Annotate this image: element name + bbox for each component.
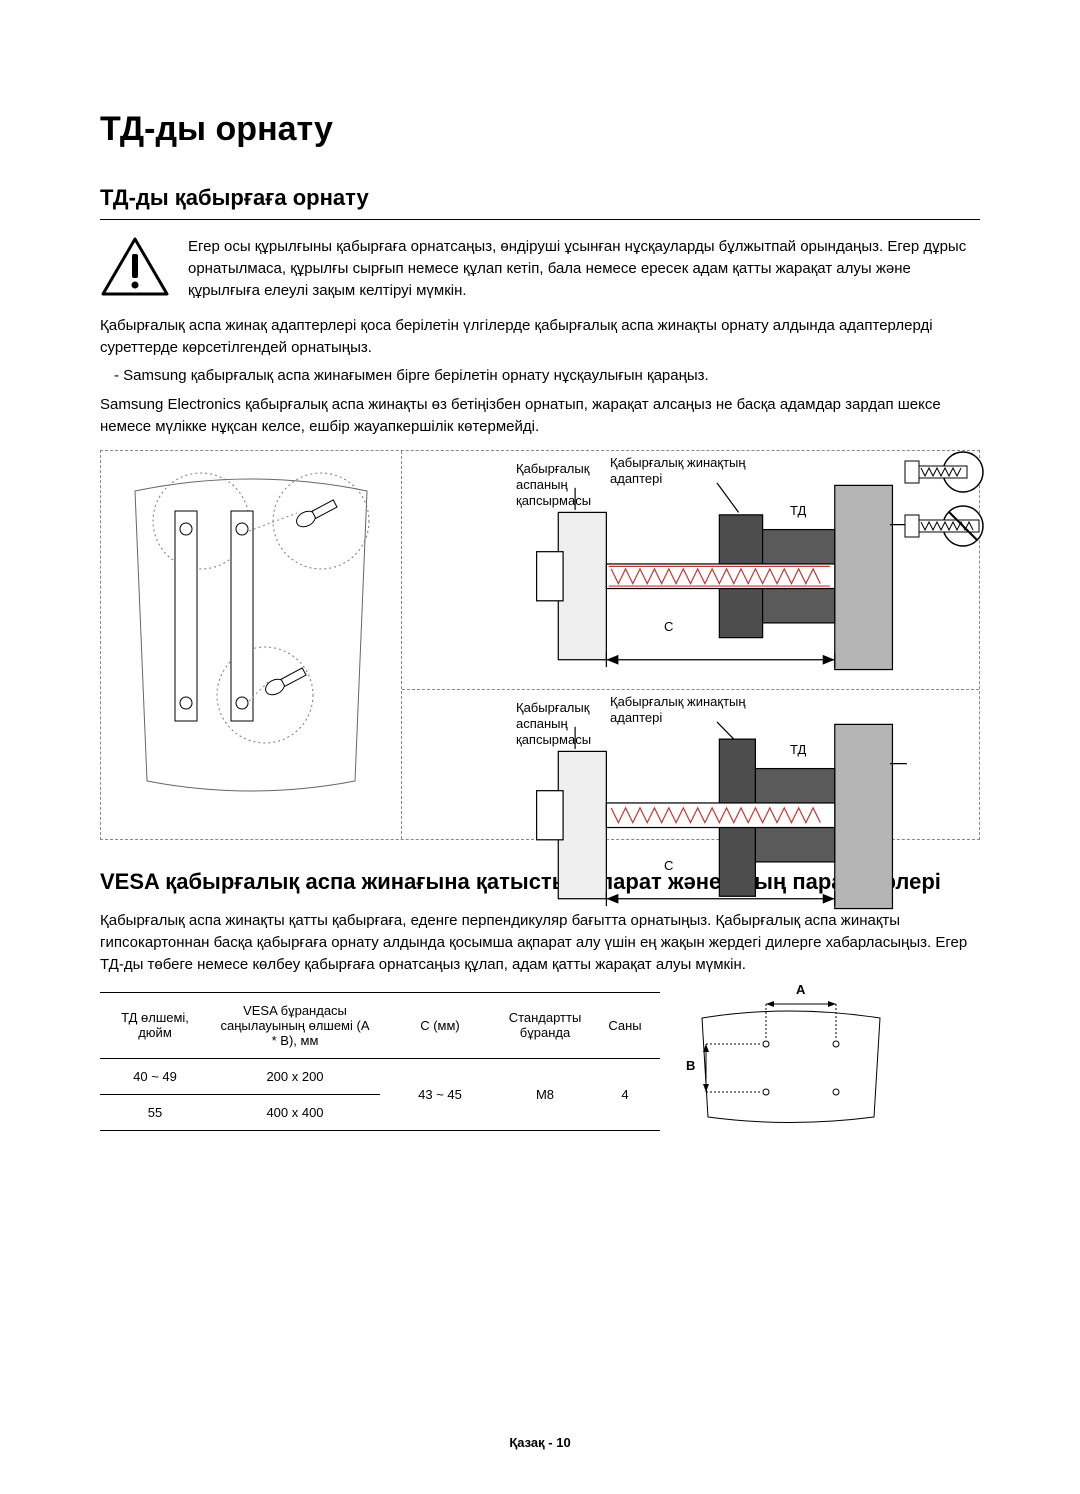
screw-ok-badges: [899, 449, 985, 549]
th-size: ТД өлшемі, дюйм: [100, 992, 210, 1058]
table-row: 200 x 200: [210, 1058, 380, 1094]
th-qty: Саны: [590, 992, 660, 1058]
diagram-cross-section-top: Қабырғалық аспаның қапсырмасы Қабырғалық…: [402, 451, 979, 690]
label-c-bot: C: [664, 858, 673, 874]
label-c-top: C: [664, 619, 673, 635]
page-title: ТД-ды орнату: [100, 110, 980, 149]
label-bracket-bot: Қабырғалық аспаның қапсырмасы: [516, 700, 606, 749]
label-tv-bot: ТД: [790, 742, 806, 758]
bullet-samsung-guide: Samsung қабырғалық аспа жинағымен бірге …: [100, 365, 980, 387]
paragraph-adapters: Қабырғалық аспа жинақ адаптерлері қоса б…: [100, 315, 980, 359]
th-vesa: VESA бұрандасы саңылауының өлшемі (A * B…: [210, 992, 380, 1058]
warning-text: Егер осы құрылғыны қабырғаға орнатсаңыз,…: [188, 236, 980, 303]
label-adapter-bot: Қабырғалық жинақтың адаптері: [610, 694, 750, 727]
table-row: 43 ~ 45: [380, 1058, 500, 1130]
table-row: 400 x 400: [210, 1094, 380, 1130]
mounting-diagram: Қабырғалық аспаның қапсырмасы Қабырғалық…: [100, 450, 980, 840]
table-row: 40 ~ 49: [100, 1058, 210, 1094]
diagram-cross-section-bottom: Қабырғалық аспаның қапсырмасы Қабырғалық…: [402, 690, 979, 928]
table-row: 55: [100, 1094, 210, 1130]
label-adapter-top: Қабырғалық жинақтың адаптері: [610, 455, 750, 488]
label-tv-top: ТД: [790, 503, 806, 519]
section-heading-wallmount: ТД-ды қабырғаға орнату: [100, 185, 980, 211]
page-footer: Қазақ - 10: [0, 1435, 1080, 1450]
vesa-spec-table: ТД өлшемі, дюйм VESA бұрандасы саңылауын…: [100, 992, 660, 1131]
label-b: B: [686, 1058, 695, 1073]
label-a: A: [796, 982, 805, 997]
heading-underline: [100, 219, 980, 220]
paragraph-liability: Samsung Electronics қабырғалық аспа жина…: [100, 394, 980, 438]
label-bracket-top: Қабырғалық аспаның қапсырмасы: [516, 461, 606, 510]
th-screw: Стандартты бұранда: [500, 992, 590, 1058]
warning-row: Егер осы құрылғыны қабырғаға орнатсаңыз,…: [100, 236, 980, 303]
diagram-tv-panel: [101, 451, 402, 839]
th-c: C (мм): [380, 992, 500, 1058]
table-row: 4: [590, 1058, 660, 1130]
warning-icon: [100, 236, 170, 303]
vesa-hole-diagram: A B: [684, 982, 894, 1132]
table-row: M8: [500, 1058, 590, 1130]
